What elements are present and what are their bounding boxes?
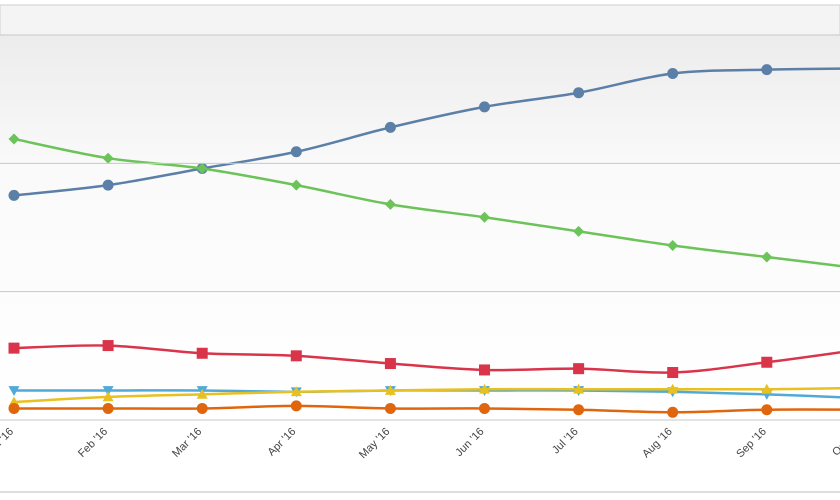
point xyxy=(8,189,20,201)
point xyxy=(761,64,773,76)
x-tick-label: Jun '16 xyxy=(453,426,486,459)
point xyxy=(384,402,396,414)
series-line xyxy=(13,344,840,374)
point xyxy=(8,386,20,396)
point xyxy=(479,402,490,414)
point xyxy=(667,68,679,79)
x-tick-label: Jul '16 xyxy=(550,426,581,457)
point xyxy=(102,152,114,164)
series-line xyxy=(13,404,840,414)
point xyxy=(667,383,679,394)
point xyxy=(479,211,490,223)
point xyxy=(384,384,396,395)
x-tick-label: Aug '16 xyxy=(640,426,675,461)
point xyxy=(761,251,773,263)
point xyxy=(8,342,20,354)
point xyxy=(102,391,114,402)
point xyxy=(102,340,114,352)
point xyxy=(761,383,773,394)
point xyxy=(8,133,20,145)
point xyxy=(479,383,490,394)
point xyxy=(667,239,679,251)
point xyxy=(102,386,114,396)
series-line xyxy=(13,386,840,404)
point xyxy=(761,356,773,368)
plot-background xyxy=(0,35,840,420)
x-tick-label: Apr '16 xyxy=(266,426,299,459)
x-tick-label: Feb '16 xyxy=(76,426,110,460)
point xyxy=(667,406,679,418)
point xyxy=(479,101,490,113)
point xyxy=(573,363,585,375)
x-tick-label: Oct '16 xyxy=(830,426,840,459)
point xyxy=(8,402,20,414)
point xyxy=(290,146,302,158)
point xyxy=(102,402,114,414)
point xyxy=(479,364,490,376)
plot-area xyxy=(8,64,840,418)
point xyxy=(384,358,396,370)
point xyxy=(667,367,679,379)
point xyxy=(384,198,396,210)
x-tick-label: May '16 xyxy=(357,426,392,461)
point xyxy=(290,386,302,397)
point xyxy=(384,121,396,133)
point xyxy=(196,162,208,174)
toolbar xyxy=(0,4,840,36)
point xyxy=(573,225,585,237)
point xyxy=(573,404,585,416)
point xyxy=(290,350,302,362)
point xyxy=(761,404,773,416)
x-tick-label: Jan '16 xyxy=(0,426,16,459)
x-tick-label: Sep '16 xyxy=(734,426,769,461)
point xyxy=(290,179,302,191)
series-line xyxy=(13,67,840,197)
point xyxy=(102,179,114,191)
point xyxy=(196,402,208,414)
point xyxy=(573,383,585,394)
point xyxy=(573,87,585,99)
point xyxy=(196,388,208,399)
x-tick-label: Mar '16 xyxy=(170,426,204,460)
point xyxy=(290,400,302,412)
point xyxy=(196,347,208,359)
